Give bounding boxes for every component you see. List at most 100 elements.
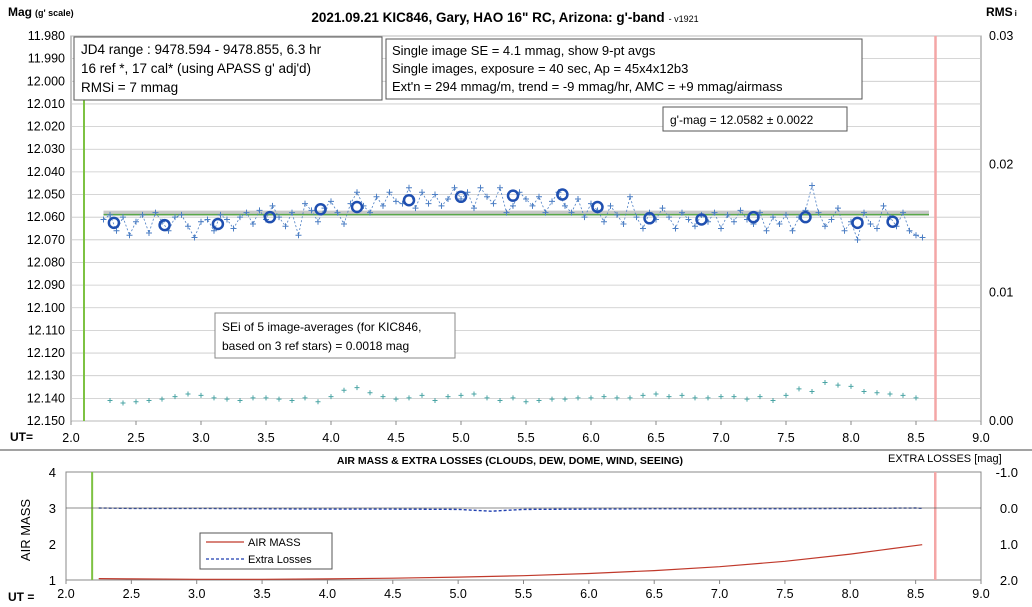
rms-point — [705, 395, 711, 401]
rms-point — [588, 395, 594, 401]
average-point — [556, 188, 569, 201]
single-image-point — [562, 202, 568, 209]
annotation-box-summary: JD4 range : 9478.594 - 9478.855, 6.3 hr … — [73, 36, 383, 101]
single-image-point — [757, 209, 763, 216]
single-image-point — [861, 209, 867, 216]
single-image-point — [919, 234, 926, 241]
average-point — [886, 215, 899, 228]
single-image-point — [601, 218, 607, 225]
airmass-data-marks — [66, 507, 981, 580]
airmass-legend: AIR MASS Extra Losses — [199, 532, 333, 570]
average-point — [350, 200, 364, 214]
main-vertical-markers — [83, 36, 937, 421]
main-x-tick-label: 7.0 — [712, 431, 729, 445]
chart-title: 2021.09.21 KIC846, Gary, HAO 16" RC, Ari… — [311, 10, 698, 25]
rms-point — [198, 392, 204, 398]
single-image-point — [770, 214, 776, 221]
airmass-x-tick-label: 5.5 — [515, 587, 532, 601]
single-image-point — [185, 223, 191, 230]
rms-point — [484, 395, 490, 401]
average-point — [643, 212, 656, 225]
average-point — [263, 210, 277, 224]
single-image-point — [913, 232, 919, 239]
single-image-point — [120, 214, 126, 221]
bottom-x-axis-label: UT = — [8, 590, 34, 604]
rms-point — [757, 394, 763, 400]
airmass-x-tick-label: 7.5 — [776, 587, 793, 601]
rms-point — [692, 395, 698, 401]
rms-point — [237, 397, 243, 403]
average-point — [747, 210, 760, 224]
airmass-y-tick-label: 4 — [49, 465, 56, 480]
single-image-point — [607, 202, 614, 209]
single-image-point — [308, 207, 315, 214]
rms-point — [653, 391, 659, 397]
single-image-point — [341, 220, 347, 227]
airmass-chart-title: AIR MASS & EXTRA LOSSES (CLOUDS, DEW, DO… — [337, 455, 683, 467]
single-image-point — [763, 227, 770, 234]
rms-point — [510, 395, 516, 401]
rms-point — [900, 392, 906, 398]
single-image-point — [419, 189, 425, 196]
y-axis-label-sub: (g' scale) — [35, 8, 74, 18]
rms-point — [601, 394, 607, 400]
average-point — [107, 216, 121, 230]
main-x-tick-label: 3.5 — [257, 431, 274, 445]
airmass-x-tick-label: 9.0 — [972, 587, 989, 601]
rms-point — [666, 394, 672, 400]
main-x-tick-label: 5.0 — [452, 431, 469, 445]
single-image-point — [523, 196, 529, 203]
airmass-x-tick-label: 2.0 — [57, 587, 74, 601]
rms-point — [250, 395, 256, 401]
main-data-marks — [100, 182, 929, 406]
single-image-point — [406, 184, 412, 191]
main-x-tick-label: 8.0 — [842, 431, 859, 445]
settings-line-3: Ext'n = 294 mmag/m, trend = -9 mmag/hr, … — [392, 79, 783, 94]
summary-line-1: JD4 range : 9478.594 - 9478.855, 6.3 hr — [81, 42, 322, 57]
chart-title-main: 2021.09.21 KIC846, Gary, HAO 16" RC, Ari… — [311, 10, 664, 25]
main-y-tick-label: 12.080 — [27, 255, 65, 269]
main-y-tick-label: 12.000 — [27, 74, 65, 88]
single-image-point — [776, 220, 783, 227]
rms-point — [172, 394, 178, 400]
x-axis-label: UT= — [10, 430, 33, 444]
single-image-point — [627, 193, 633, 200]
rms-point — [393, 396, 399, 402]
single-image-point — [217, 211, 224, 218]
rms-point — [536, 397, 542, 403]
sei-line-1: SEi of 5 image-averages (for KIC846, — [222, 320, 421, 334]
rms-point — [861, 388, 867, 394]
rms-point — [731, 394, 737, 400]
single-image-point — [718, 225, 724, 232]
single-image-point — [315, 218, 321, 225]
main-y-tick-label: 11.980 — [28, 29, 65, 43]
main-y-tick-label: 12.120 — [27, 346, 65, 360]
main-x-tick-label: 8.5 — [907, 431, 924, 445]
extra-losses-line — [98, 507, 923, 512]
main-x-tick-label: 6.0 — [582, 431, 599, 445]
rms-point — [406, 395, 412, 401]
rms-point — [107, 397, 113, 403]
average-point — [314, 203, 327, 216]
main-y-tick-label: 12.030 — [27, 142, 65, 156]
single-image-point — [477, 184, 484, 191]
single-image-point — [666, 214, 672, 221]
single-image-point — [815, 209, 822, 216]
airmass-x-tick-label: 5.0 — [449, 587, 466, 601]
airmass-x-tick-label: 8.0 — [842, 587, 859, 601]
main-axis-ticks: 11.980 11.990 12.000 12.010 12.020 12.030 12.0… — [27, 29, 1014, 445]
airmass-x-tick-label: 8.5 — [907, 587, 924, 601]
single-image-point — [289, 209, 295, 216]
rms-point — [549, 396, 555, 402]
single-image-point — [581, 214, 588, 221]
rms-point — [432, 397, 438, 403]
rms-point — [185, 391, 191, 397]
single-image-point — [250, 220, 256, 227]
main-x-tick-label: 9.0 — [972, 431, 989, 445]
single-image-point — [672, 225, 679, 232]
gmag-value: g'-mag = 12.0582 ± 0.0022 — [670, 113, 814, 127]
annotation-box-settings: Single image SE = 4.1 mmag, show 9-pt av… — [385, 38, 863, 100]
single-image-point — [711, 209, 718, 216]
rms-point — [146, 397, 152, 403]
single-image-point — [425, 200, 432, 207]
